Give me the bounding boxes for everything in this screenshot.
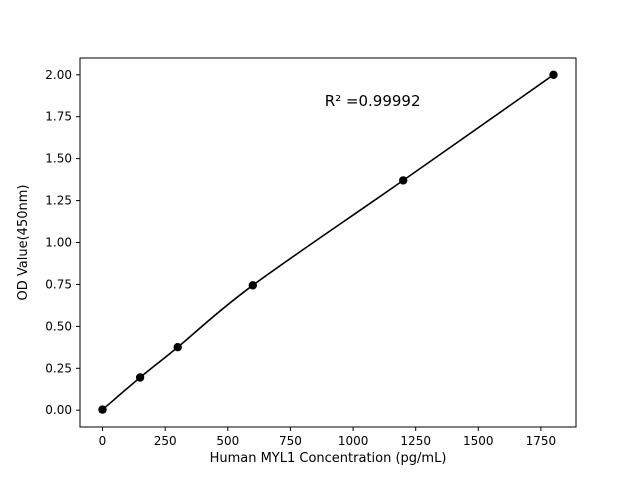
x-axis-tick-label: 1250 (400, 434, 431, 448)
y-axis-tick-label: 1.25 (45, 194, 72, 208)
r-squared-annotation: R² =0.99992 (325, 92, 421, 110)
data-point (135, 373, 145, 382)
data-point (98, 405, 107, 414)
data-point (248, 281, 257, 290)
plot-border (79, 57, 577, 428)
y-axis-tick-label: 0.25 (45, 361, 72, 375)
x-axis-tick-label: 500 (216, 434, 239, 448)
curve-line (101, 74, 554, 411)
x-axis-tick-label: 0 (99, 434, 107, 448)
y-axis-tick-label: 1.50 (45, 152, 72, 166)
y-axis-tick-label: 0.75 (45, 277, 72, 291)
data-point (399, 176, 408, 185)
data-point (173, 343, 182, 352)
x-axis-tick-label: 750 (279, 434, 302, 448)
x-axis-tick-label: 1750 (526, 434, 557, 448)
x-axis-label: Human MYL1 Concentration (pg/mL) (210, 451, 447, 466)
x-axis-tick-label: 1000 (338, 434, 369, 448)
y-axis-tick-label: 1.75 (45, 110, 72, 124)
y-axis-tick-label: 1.00 (45, 236, 72, 250)
x-axis-tick-label: 1500 (463, 434, 494, 448)
data-point (549, 70, 558, 80)
y-axis-tick-label: 0.00 (45, 403, 72, 417)
y-axis-label: OD Value(450nm) (16, 185, 31, 301)
y-axis-tick-label: 2.00 (45, 68, 72, 82)
x-axis-tick-label: 250 (154, 434, 177, 448)
y-axis-tick-label: 0.50 (45, 319, 72, 333)
